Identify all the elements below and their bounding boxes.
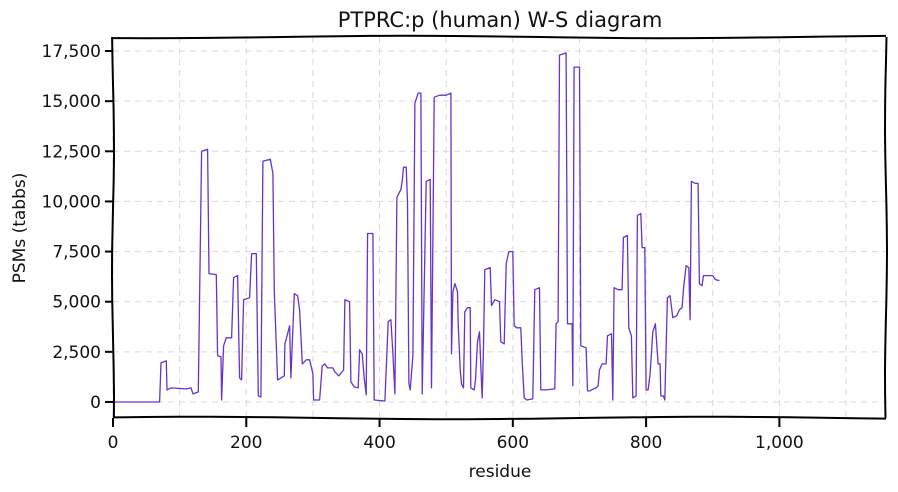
- y-axis: 0 2,500 5,000 7,500 10,000 12,500 15,000 17,500: [42, 42, 113, 413]
- y-axis-label: PSMs (tabbs): [10, 173, 30, 284]
- y-tick-label: 17,500: [42, 42, 101, 62]
- y-tick-label: 10,000: [42, 192, 101, 212]
- x-tick-label: 0: [108, 433, 119, 453]
- x-tick-label: 400: [363, 433, 395, 453]
- y-tick-label: 15,000: [42, 92, 101, 112]
- grid-lines: [112, 37, 886, 418]
- series-line-0: [114, 52, 720, 403]
- x-tick-label: 800: [630, 433, 662, 453]
- series-layer: [114, 52, 720, 403]
- x-tick-label: 1,000: [755, 433, 804, 453]
- y-tick-label: 12,500: [42, 142, 101, 162]
- x-tick-label: 600: [497, 433, 529, 453]
- x-tick-label: 200: [230, 433, 262, 453]
- y-tick-label: 2,500: [52, 343, 101, 363]
- y-tick-label: 5,000: [52, 293, 101, 313]
- y-tick-label: 0: [90, 393, 101, 413]
- y-tick-label: 7,500: [52, 243, 101, 263]
- x-axis: 0 200 400 600 800 1,000: [108, 418, 804, 453]
- x-axis-label: residue: [469, 462, 532, 482]
- chart-title: PTPRC:p (human) W-S diagram: [338, 8, 663, 32]
- plot-frame: [110, 34, 889, 421]
